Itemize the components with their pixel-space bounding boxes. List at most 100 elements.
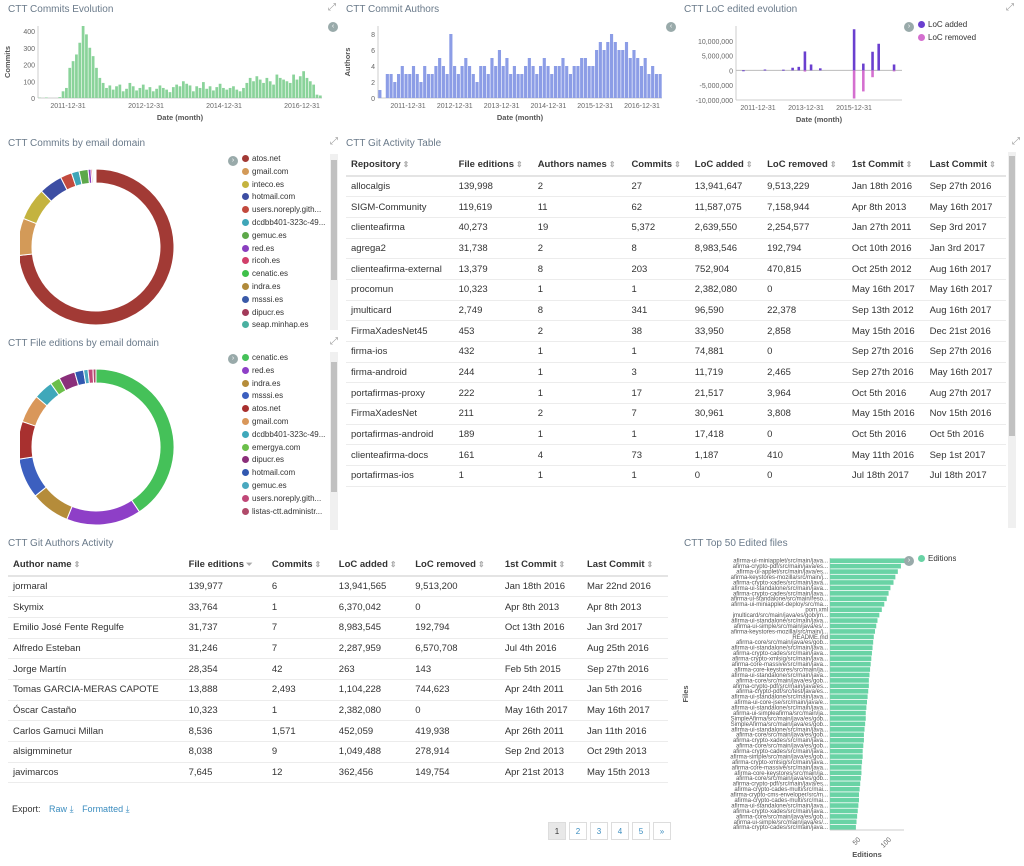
table-row: portafirmas-android 189 1 1 17,418 0 Oct 5th 2… [346, 424, 1006, 446]
legend-item[interactable]: ricoh.es [242, 255, 328, 268]
table-cell: 149,754 [410, 762, 500, 784]
legend-toggle-icon[interactable]: › [904, 556, 914, 566]
legend-item[interactable]: gemuc.es [242, 230, 328, 243]
legend-item[interactable]: msssi.es [242, 294, 328, 307]
column-header[interactable]: Authors names ⇕ [532, 154, 627, 177]
legend-item[interactable]: cenatic.es [242, 268, 328, 281]
export-raw-link[interactable]: Raw ⤓ [49, 804, 74, 814]
pager-page-button[interactable]: 3 [590, 822, 608, 840]
sort-icon[interactable]: ⇕ [314, 560, 322, 569]
legend-toggle-icon[interactable]: ‹ [666, 22, 676, 32]
legend-toggle-icon[interactable]: › [904, 22, 914, 32]
legend-item[interactable]: msssi.es [242, 390, 328, 403]
column-header[interactable]: File editions ⏷ [183, 554, 267, 577]
legend-item[interactable]: users.noreply.gith... [242, 204, 328, 217]
legend-item[interactable]: LoC added [918, 19, 976, 32]
legend-item[interactable]: atos.net [242, 403, 328, 416]
pager-page-button[interactable]: 4 [611, 822, 629, 840]
expand-icon[interactable]: ⤢ [1012, 136, 1020, 147]
column-header[interactable]: File editions ⇕ [453, 154, 533, 177]
pager-next-button[interactable]: » [653, 822, 671, 840]
expand-icon[interactable]: ⤢ [1006, 2, 1014, 13]
legend-item[interactable]: gmail.com [242, 166, 328, 179]
legend-item[interactable]: hotmail.com [242, 191, 328, 204]
expand-icon[interactable]: ⤢ [330, 336, 338, 347]
legend-item[interactable]: gmail.com [242, 416, 328, 429]
x-tick-label: 2015-12-31 [836, 105, 872, 112]
legend-item[interactable]: listas-ctt.administr... [242, 506, 328, 519]
sort-icon[interactable]: ⇕ [558, 560, 566, 569]
legend-toggle-icon[interactable]: ‹ [328, 22, 338, 32]
bar [105, 87, 108, 98]
legend-item[interactable]: dipucr.es [242, 307, 328, 320]
table-scroll-thumb[interactable] [1009, 156, 1015, 436]
legend-item[interactable]: dcdbb401-323c-49... [242, 429, 328, 442]
bar [830, 716, 866, 721]
table-row: Óscar Castaño 10,323 1 2,382,080 0 May 16th 2… [8, 700, 668, 722]
column-header[interactable]: Commits ⇕ [266, 554, 334, 577]
sort-icon[interactable]: ⇕ [745, 160, 753, 169]
sort-icon[interactable]: ⇕ [389, 560, 397, 569]
sort-icon[interactable]: ⇕ [829, 160, 837, 169]
y-tick-label: afirma-core/src/main/java/es/gob... [736, 678, 828, 684]
legend-toggle-icon[interactable]: › [228, 354, 238, 364]
sort-icon[interactable]: ⇕ [477, 560, 485, 569]
column-header[interactable]: Repository ⇕ [346, 154, 454, 177]
column-header[interactable]: Commits ⇕ [626, 154, 690, 177]
legend-item[interactable]: dcdbb401-323c-49... [242, 217, 328, 230]
table-cell: FirmaXadesNet [346, 403, 454, 425]
y-tick-label: afirma-core/src/main/java/es/gob... [736, 814, 828, 820]
legend-item[interactable]: gemuc.es [242, 480, 328, 493]
table-cell: 8,983,546 [689, 238, 763, 260]
expand-icon[interactable]: ⤢ [330, 136, 338, 147]
column-header[interactable]: LoC added ⇕ [333, 554, 411, 577]
legend-scroll-thumb[interactable] [331, 160, 337, 280]
legend-item[interactable]: hotmail.com [242, 467, 328, 480]
legend-item[interactable]: cenatic.es [242, 352, 328, 365]
pager-page-button[interactable]: 1 [548, 822, 566, 840]
expand-icon[interactable]: ⤢ [328, 2, 336, 13]
sort-icon[interactable]: ⇕ [402, 160, 410, 169]
bar [791, 67, 794, 71]
legend-item[interactable]: LoC removed [918, 32, 976, 45]
sort-icon[interactable]: ⇕ [989, 160, 996, 169]
legend-item[interactable]: red.es [242, 365, 328, 378]
pager-page-button[interactable]: 2 [569, 822, 587, 840]
sort-icon[interactable]: ⇕ [516, 160, 523, 169]
legend-item[interactable]: users.noreply.gith... [242, 493, 328, 506]
bar [245, 82, 249, 98]
legend-item[interactable]: Editions [918, 553, 956, 566]
column-header[interactable]: Author name ⇕ [8, 554, 184, 577]
table-cell: Jan 27th 2011 [846, 217, 925, 239]
legend-item[interactable]: indra.es [242, 281, 328, 294]
legend-item[interactable]: dipucr.es [242, 454, 328, 467]
sort-icon[interactable]: ⇕ [608, 160, 616, 169]
column-header[interactable]: 1st Commit ⇕ [499, 554, 582, 577]
legend-item[interactable]: indra.es [242, 378, 328, 391]
sort-icon[interactable]: ⇕ [73, 560, 81, 569]
sort-icon[interactable]: ⇕ [905, 160, 913, 169]
legend-item[interactable]: emergya.com [242, 442, 328, 455]
legend-item[interactable]: inteco.es [242, 179, 328, 192]
column-header[interactable]: LoC added ⇕ [689, 154, 763, 177]
y-tick-label: SimpleAfirma/src/main/java/es/gob... [731, 722, 829, 728]
column-header[interactable]: LoC removed ⇕ [410, 554, 500, 577]
table-cell: 4 [532, 444, 627, 467]
sort-icon[interactable]: ⇕ [646, 560, 654, 569]
legend-item[interactable]: atos.net [242, 153, 328, 166]
column-header[interactable]: LoC removed ⇕ [762, 154, 847, 177]
sort-icon[interactable]: ⏷ [246, 560, 253, 569]
legend-item[interactable]: red.es [242, 243, 328, 256]
legend-scroll-thumb[interactable] [331, 362, 337, 492]
legend-toggle-icon[interactable]: › [228, 156, 238, 166]
legend-item[interactable]: seap.minhap.es [242, 319, 328, 332]
export-formatted-link[interactable]: Formatted ⤓ [82, 804, 130, 814]
y-tick-label: afirma-ui-miniapplet/src/main/java... [733, 559, 828, 565]
sort-icon[interactable]: ⇕ [674, 160, 681, 169]
bar [830, 563, 901, 569]
column-header[interactable]: Last Commit ⇕ [581, 554, 668, 577]
y-tick-label: 100 [23, 79, 35, 86]
column-header[interactable]: 1st Commit ⇕ [846, 154, 925, 177]
pager-page-button[interactable]: 5 [632, 822, 650, 840]
column-header[interactable]: Last Commit ⇕ [924, 154, 1006, 177]
